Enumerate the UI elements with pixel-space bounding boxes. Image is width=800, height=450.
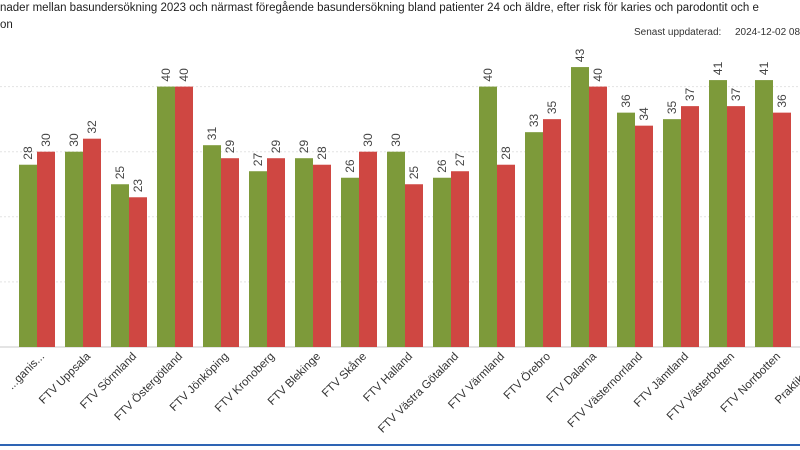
- data-label: 25: [407, 166, 421, 180]
- data-label: 31: [205, 127, 219, 141]
- bar-series-1: [203, 145, 221, 347]
- data-label: 25: [113, 166, 127, 180]
- bar-series-2: [543, 119, 561, 348]
- data-label: 29: [223, 140, 237, 154]
- bar-series-1: [571, 67, 589, 347]
- data-label: 41: [757, 61, 771, 75]
- data-label: 29: [269, 140, 283, 154]
- last-updated-label: Senast uppdaterad:: [634, 27, 722, 38]
- chart-title-line-1: nader mellan basundersökning 2023 och nä…: [0, 2, 759, 14]
- data-label: 28: [21, 146, 35, 160]
- bar-series-1: [663, 119, 681, 348]
- data-label: 29: [297, 140, 311, 154]
- bar-series-2: [681, 106, 699, 347]
- bar-series-1: [157, 86, 175, 347]
- data-label: 40: [177, 68, 191, 82]
- bar-series-2: [267, 158, 285, 347]
- bar-series-2: [175, 86, 193, 347]
- bar-series-2: [313, 164, 331, 347]
- data-label: 40: [481, 68, 495, 82]
- data-label: 32: [85, 120, 99, 134]
- bar-series-1: [295, 158, 313, 347]
- data-label: 35: [545, 100, 559, 114]
- bar-series-2: [37, 151, 55, 347]
- data-label: 36: [775, 94, 789, 108]
- data-label: 36: [619, 94, 633, 108]
- data-label: 40: [159, 68, 173, 82]
- bar-series-1: [525, 132, 543, 347]
- bar-series-1: [387, 151, 405, 347]
- bar-series-1: [111, 184, 129, 347]
- data-label: 41: [711, 61, 725, 75]
- bar-series-2: [359, 151, 377, 347]
- bar-series-2: [221, 158, 239, 347]
- chart-title-line-2: on: [0, 19, 13, 31]
- data-label: 35: [665, 100, 679, 114]
- x-tick-label: FTV Västra Götaland: [376, 351, 461, 436]
- data-label: 37: [729, 87, 743, 101]
- bar-series-2: [773, 112, 791, 347]
- data-label: 30: [67, 133, 81, 147]
- data-label: 27: [453, 153, 467, 167]
- data-label: 26: [343, 159, 357, 173]
- bar-series-2: [405, 184, 423, 347]
- x-tick-label: FTV Örebro: [502, 351, 553, 402]
- bar-series-1: [341, 177, 359, 347]
- bar-series-2: [635, 125, 653, 347]
- bar-series-1: [479, 86, 497, 347]
- bottom-border: [0, 444, 800, 446]
- bar-series-2: [497, 164, 515, 347]
- data-label: 43: [573, 48, 587, 62]
- data-label: 27: [251, 153, 265, 167]
- data-label: 28: [499, 146, 513, 160]
- data-label: 33: [527, 113, 541, 127]
- last-updated-value: 2024-12-02 08:3: [735, 27, 800, 38]
- data-label: 34: [637, 107, 651, 121]
- data-label: 30: [389, 133, 403, 147]
- bar-series-1: [249, 171, 267, 347]
- bar-series-1: [617, 112, 635, 347]
- data-label: 37: [683, 87, 697, 101]
- bar-series-1: [19, 164, 37, 347]
- bar-series-2: [129, 197, 147, 347]
- bar-series-2: [83, 138, 101, 347]
- bar-series-2: [589, 86, 607, 347]
- bar-series-2: [451, 171, 469, 347]
- data-label: 30: [39, 133, 53, 147]
- data-label: 28: [315, 146, 329, 160]
- x-tick-label: ...ganis...: [6, 351, 47, 392]
- bar-series-1: [709, 80, 727, 347]
- bar-series-1: [65, 151, 83, 347]
- data-label: 23: [131, 179, 145, 193]
- bar-series-1: [755, 80, 773, 347]
- x-tick-label: FTV Skåne: [320, 351, 369, 400]
- bar-series-1: [433, 177, 451, 347]
- data-label: 26: [435, 159, 449, 173]
- data-label: 40: [591, 68, 605, 82]
- data-label: 30: [361, 133, 375, 147]
- bar-series-2: [727, 106, 745, 347]
